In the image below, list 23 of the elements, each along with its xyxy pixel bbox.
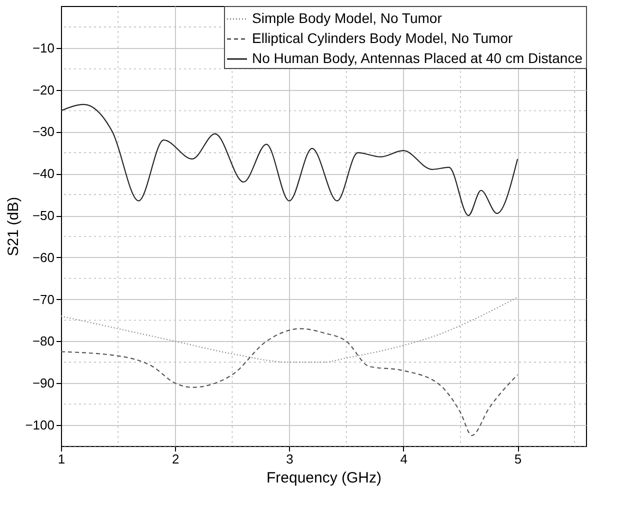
y-tick-label: −20 [32, 82, 54, 98]
x-tick-label: 1 [58, 452, 66, 466]
y-axis-title: S21 (dB) [5, 196, 22, 256]
line-series [61, 328, 518, 436]
y-tick-label: −30 [32, 124, 54, 140]
y-tick-label: −100 [25, 418, 54, 433]
y-tick-label: −70 [32, 292, 54, 307]
legend-label: Elliptical Cylinders Body Model, No Tumor [252, 30, 513, 46]
x-tick-label: 5 [514, 452, 522, 466]
line-series [61, 104, 518, 216]
line-series [61, 296, 518, 363]
y-tick-label: −80 [32, 334, 54, 349]
x-tick-label: 2 [172, 452, 180, 466]
y-tick-label: −60 [32, 250, 54, 265]
x-axis-title: Frequency (GHz) [266, 470, 382, 486]
y-tick-label: −10 [32, 40, 54, 56]
x-tick-label: 4 [400, 452, 408, 466]
y-tick-label: −90 [32, 376, 54, 391]
legend-label: No Human Body, Antennas Placed at 40 cm Distance [252, 50, 583, 66]
y-tick-label: −40 [32, 166, 54, 182]
y-tick-label: −50 [32, 208, 54, 224]
legend-label: Simple Body Model, No Tumor [252, 10, 442, 26]
x-tick-label: 3 [286, 452, 294, 466]
